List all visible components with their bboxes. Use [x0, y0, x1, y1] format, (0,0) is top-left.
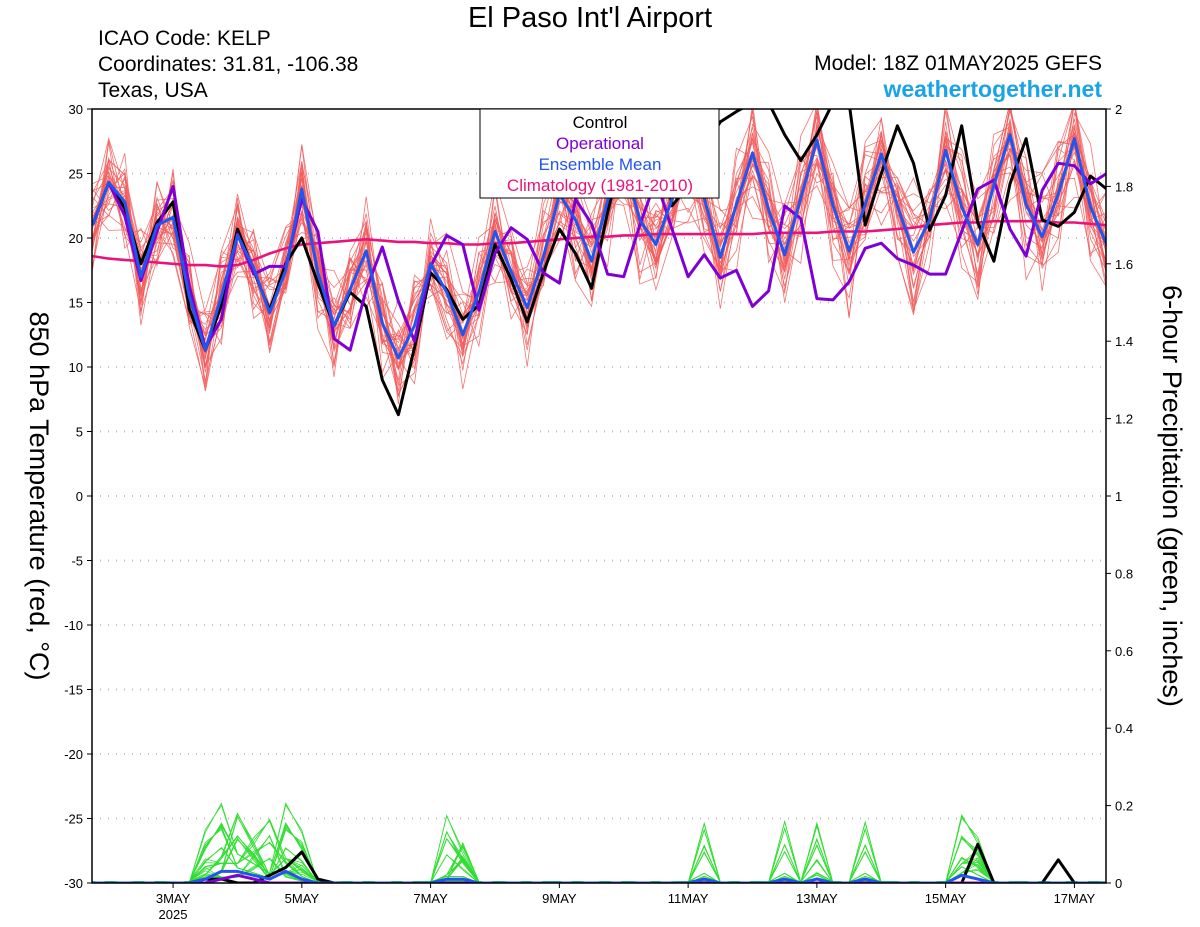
- legend-operational: Operational: [556, 134, 644, 153]
- site-link[interactable]: weathertogether.net: [883, 76, 1102, 102]
- right-tick-label: 1.8: [1115, 179, 1133, 194]
- right-tick-label: 0.6: [1115, 644, 1133, 659]
- legend: Control Operational Ensemble Mean Climat…: [479, 108, 720, 199]
- left-tick-label: -25: [64, 812, 83, 827]
- left-tick-label: 10: [69, 360, 83, 375]
- left-tick-label: -10: [64, 618, 83, 633]
- x-tick-label: 17MAY: [1054, 891, 1096, 906]
- temperature-member-line: [92, 109, 1106, 397]
- right-axis-label: 6-hour Precipitation (green, inches): [1157, 285, 1187, 707]
- x-axis-ticks: 3MAY 5MAY 7MAY 9MAY 11MAY 13MAY 15MAY 17MAY: [156, 883, 1096, 906]
- right-axis-ticks: 2 1.8 1.6 1.4 1.2 1 0.8 0.6 0.4 0.2 0: [1106, 102, 1133, 891]
- x-tick-label: 3MAY: [156, 891, 191, 906]
- right-tick-label: 0.2: [1115, 799, 1133, 814]
- right-tick-label: 0: [1115, 876, 1122, 891]
- legend-climatology: Climatology (1981-2010): [507, 176, 693, 195]
- right-tick-label: 1.4: [1115, 334, 1133, 349]
- region: Texas, USA: [98, 79, 208, 102]
- left-tick-label: 30: [69, 102, 83, 117]
- left-tick-label: 0: [76, 489, 83, 504]
- legend-ensemble-mean: Ensemble Mean: [539, 155, 662, 174]
- left-tick-label: 5: [76, 425, 83, 440]
- temperature-member-line: [92, 109, 1106, 384]
- right-tick-label: 1.6: [1115, 257, 1133, 272]
- right-tick-label: 0.4: [1115, 721, 1133, 736]
- operational-right-line: [92, 873, 1106, 883]
- icao-code: ICAO Code: KELP: [98, 27, 271, 50]
- right-tick-label: 0.8: [1115, 566, 1133, 581]
- left-axis-label: 850 hPa Temperature (red, °C): [24, 312, 54, 681]
- grid-lines: [92, 172, 1106, 820]
- x-tick-label: 9MAY: [542, 891, 577, 906]
- left-tick-label: -5: [71, 554, 83, 569]
- left-tick-label: 25: [69, 167, 83, 182]
- ensemble-mean-right-line: [92, 869, 1106, 883]
- left-tick-label: 20: [69, 231, 83, 246]
- model-run: Model: 18Z 01MAY2025 GEFS: [814, 52, 1102, 75]
- x-year-label: 2025: [159, 907, 188, 922]
- control-right-line: [92, 842, 1106, 883]
- x-tick-label: 15MAY: [925, 891, 967, 906]
- x-tick-label: 11MAY: [668, 891, 709, 906]
- left-tick-label: 15: [69, 296, 83, 311]
- precip-members: [92, 801, 1106, 883]
- precip-member-line: [92, 802, 1106, 883]
- main-series: [92, 109, 1106, 883]
- legend-control: Control: [573, 113, 628, 132]
- right-tick-label: 2: [1115, 102, 1122, 117]
- coordinates: Coordinates: 31.81, -106.38: [98, 53, 359, 76]
- x-tick-label: 7MAY: [413, 891, 448, 906]
- operational-left-line: [92, 161, 1106, 352]
- right-tick-label: 1.2: [1115, 412, 1133, 427]
- x-tick-label: 13MAY: [796, 891, 838, 906]
- legend-box: [479, 108, 720, 199]
- chart-title: El Paso Int'l Airport: [467, 2, 713, 34]
- left-tick-label: -20: [64, 747, 83, 762]
- x-tick-label: 5MAY: [285, 891, 320, 906]
- right-tick-label: 1: [1115, 489, 1122, 504]
- left-tick-label: -30: [64, 876, 83, 891]
- precip-member-line: [92, 801, 1106, 883]
- left-axis-ticks: 30 25 20 15 10 5 0 -5 -10 -15 -20 -25 -30: [64, 102, 92, 891]
- left-tick-label: -15: [64, 683, 83, 698]
- ensemble-mean-left-line: [92, 133, 1106, 360]
